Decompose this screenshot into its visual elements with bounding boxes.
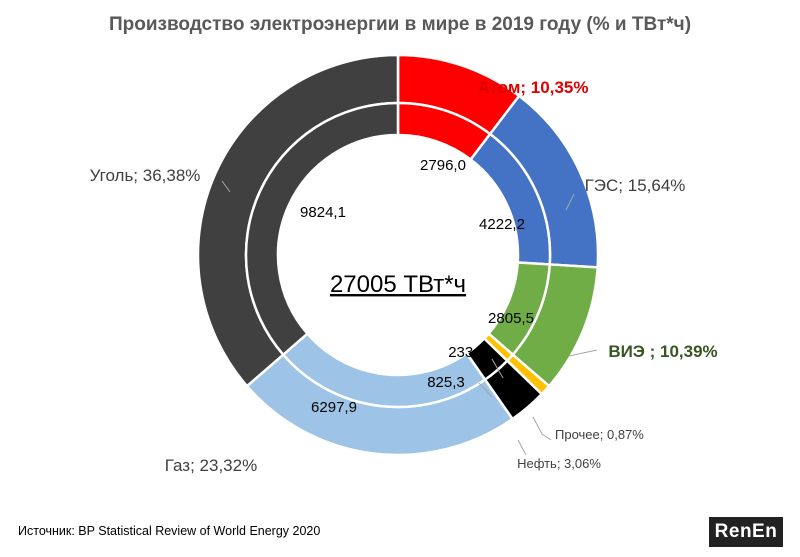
value-label-уголь: 9824,1 bbox=[300, 204, 346, 221]
leader-line-уголь bbox=[221, 180, 231, 193]
value-label-газ: 6297,9 bbox=[311, 399, 357, 416]
slice-уголь-inner bbox=[244, 101, 400, 357]
leader-line-виэ bbox=[568, 349, 598, 357]
value-label-виэ: 2805,5 bbox=[488, 310, 534, 327]
value-leader-прочее bbox=[491, 358, 504, 379]
category-label-гэс: ГЭС; 15,64% bbox=[585, 176, 686, 195]
renen-logo: RenEn bbox=[709, 517, 783, 547]
value-label-атом: 2796,0 bbox=[420, 157, 466, 174]
chart-title: Производство электроэнергии в мире в 201… bbox=[108, 14, 692, 35]
value-label-нефть: 825,3 bbox=[427, 374, 465, 391]
category-label-газ: Газ; 23,32% bbox=[165, 456, 257, 475]
leader-line-нефть bbox=[517, 439, 527, 456]
category-label-нефть: Нефть; 3,06% bbox=[517, 456, 601, 471]
source-note: Источник: BP Statistical Review of World… bbox=[18, 524, 321, 538]
leader-line-гэс bbox=[565, 193, 575, 211]
category-label-прочее: Прочее; 0,87% bbox=[555, 427, 644, 442]
category-label-виэ: ВИЭ ; 10,39% bbox=[608, 342, 717, 361]
center-total-label: 27005 ТВт*ч bbox=[330, 271, 466, 298]
value-label-гэс: 4222,2 bbox=[479, 216, 525, 233]
leader-line-прочее bbox=[532, 416, 552, 441]
donut-rings bbox=[196, 53, 600, 457]
category-label-атом: Атом; 10,35% bbox=[478, 78, 589, 97]
value-label-прочее: 233,6 bbox=[448, 344, 486, 361]
donut-labels: 2796,0 Атом; 10,35% 4222,2 ГЭС; 15,64% 2805,… bbox=[90, 78, 718, 475]
value-leader-нефть bbox=[478, 382, 493, 398]
category-label-уголь: Уголь; 36,38% bbox=[90, 166, 201, 185]
